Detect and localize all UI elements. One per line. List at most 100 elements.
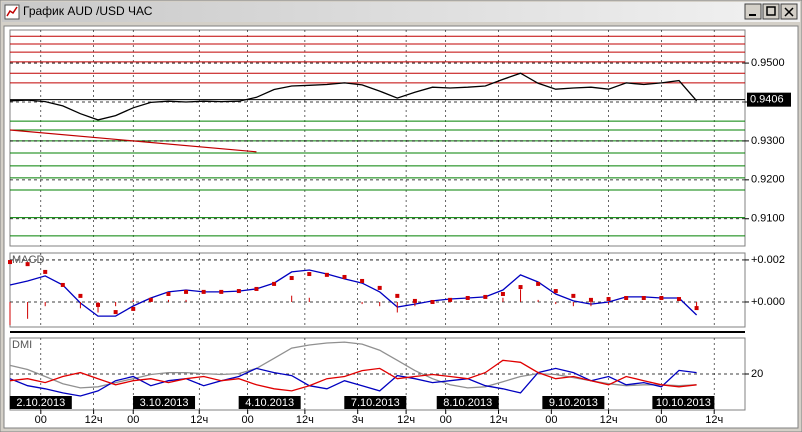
signal-point [500, 291, 505, 296]
signal-point [254, 286, 259, 291]
y-tick-label: 20 [751, 368, 763, 380]
histogram-bar [537, 299, 539, 302]
date-label-box [9, 396, 72, 409]
x-tick-label: 00 [35, 414, 47, 426]
signal-point [571, 293, 576, 298]
signal-point [641, 295, 646, 300]
signal-point [606, 297, 611, 302]
histogram-bar [520, 289, 522, 302]
histogram-bar [132, 299, 134, 302]
panel-label: MACD [12, 254, 44, 266]
date-label: 9.10.2013 [549, 397, 598, 409]
title-bar [2, 2, 800, 22]
histogram-bar [97, 301, 99, 313]
date-label-box [542, 396, 605, 409]
date-label-box [238, 396, 301, 409]
signal-point [289, 276, 294, 281]
signal-point [184, 289, 189, 294]
histogram-bar [167, 299, 169, 302]
signal-point [448, 297, 453, 302]
histogram-bar [414, 301, 416, 307]
window-title: График AUD /USD ЧАС [23, 4, 153, 18]
histogram-bar [150, 299, 152, 302]
signal-point [131, 306, 136, 311]
signal-point [60, 282, 65, 287]
panel-label: DMI [12, 339, 32, 351]
minimize-button[interactable] [744, 3, 762, 20]
histogram-bar [115, 301, 117, 307]
signal-point [553, 289, 558, 294]
signal-point [166, 291, 171, 296]
signal-point [8, 260, 12, 265]
y-tick-label: 0.9500 [751, 57, 785, 69]
x-tick-label: 12ч [490, 414, 508, 426]
series-line [9, 359, 697, 392]
signal-point [588, 297, 593, 302]
x-tick-label: 12ч [296, 414, 314, 426]
histogram-bar [396, 301, 398, 313]
x-tick-label: 12ч [85, 414, 103, 426]
signal-point [624, 295, 629, 300]
x-tick-label: 12ч [397, 414, 415, 426]
close-button[interactable] [780, 3, 798, 20]
signal-point [307, 272, 312, 277]
signal-point [483, 294, 488, 299]
x-tick-label: 00 [440, 414, 452, 426]
histogram-bar [590, 301, 592, 307]
signal-point [201, 289, 206, 294]
panel [9, 252, 746, 328]
date-label-box [344, 396, 407, 409]
date-label: 3.10.2013 [140, 397, 189, 409]
date-label: 2.10.2013 [16, 397, 65, 409]
date-label-box [436, 396, 499, 409]
date-label-box [133, 396, 196, 409]
signal-point [25, 262, 30, 267]
x-tick-label: 00 [545, 414, 557, 426]
signal-point [219, 289, 224, 294]
signal-point [113, 310, 118, 315]
histogram-bar [44, 301, 46, 307]
x-tick-label: 12ч [705, 414, 723, 426]
maximize-button[interactable] [762, 3, 780, 20]
last-price-box [747, 92, 791, 107]
y-tick-label: 0.9200 [751, 174, 785, 186]
histogram-bar [572, 301, 574, 307]
signal-point [360, 278, 365, 283]
histogram-bar [291, 295, 293, 302]
histogram-bar [308, 297, 310, 302]
y-tick-label: +0.000 [751, 296, 785, 308]
last-price-label: 0.9406 [750, 94, 784, 106]
date-label: 7.10.2013 [351, 397, 400, 409]
date-label-box [652, 396, 715, 409]
date-label: 4.10.2013 [245, 397, 294, 409]
histogram-bar [361, 301, 363, 305]
signal-point [676, 297, 681, 302]
signal-point [518, 285, 523, 290]
app-icon [4, 4, 20, 20]
histogram-bar [696, 301, 698, 309]
signal-point [272, 281, 277, 286]
signal-point [342, 274, 347, 279]
x-tick-label: 00 [655, 414, 667, 426]
x-tick-label: 00 [127, 414, 139, 426]
date-label: 8.10.2013 [443, 397, 492, 409]
x-tick-label: 3ч [352, 414, 364, 426]
signal-point [430, 299, 435, 304]
date-label: 10.10.2013 [656, 397, 711, 409]
y-tick-label: 0.9300 [751, 135, 785, 147]
signal-point [43, 269, 48, 274]
signal-point [377, 285, 382, 290]
signal-point [659, 295, 664, 300]
histogram-bar [9, 301, 11, 326]
histogram-bar [608, 301, 610, 305]
x-tick-label: 00 [242, 414, 254, 426]
series-line [9, 367, 697, 397]
signal-point [465, 295, 470, 300]
histogram-bar [379, 301, 381, 307]
histogram-bar [185, 299, 187, 302]
histogram-bar [502, 297, 504, 302]
y-tick-label: +0.002 [751, 254, 785, 266]
signal-point [324, 272, 329, 277]
series-line [9, 269, 698, 317]
